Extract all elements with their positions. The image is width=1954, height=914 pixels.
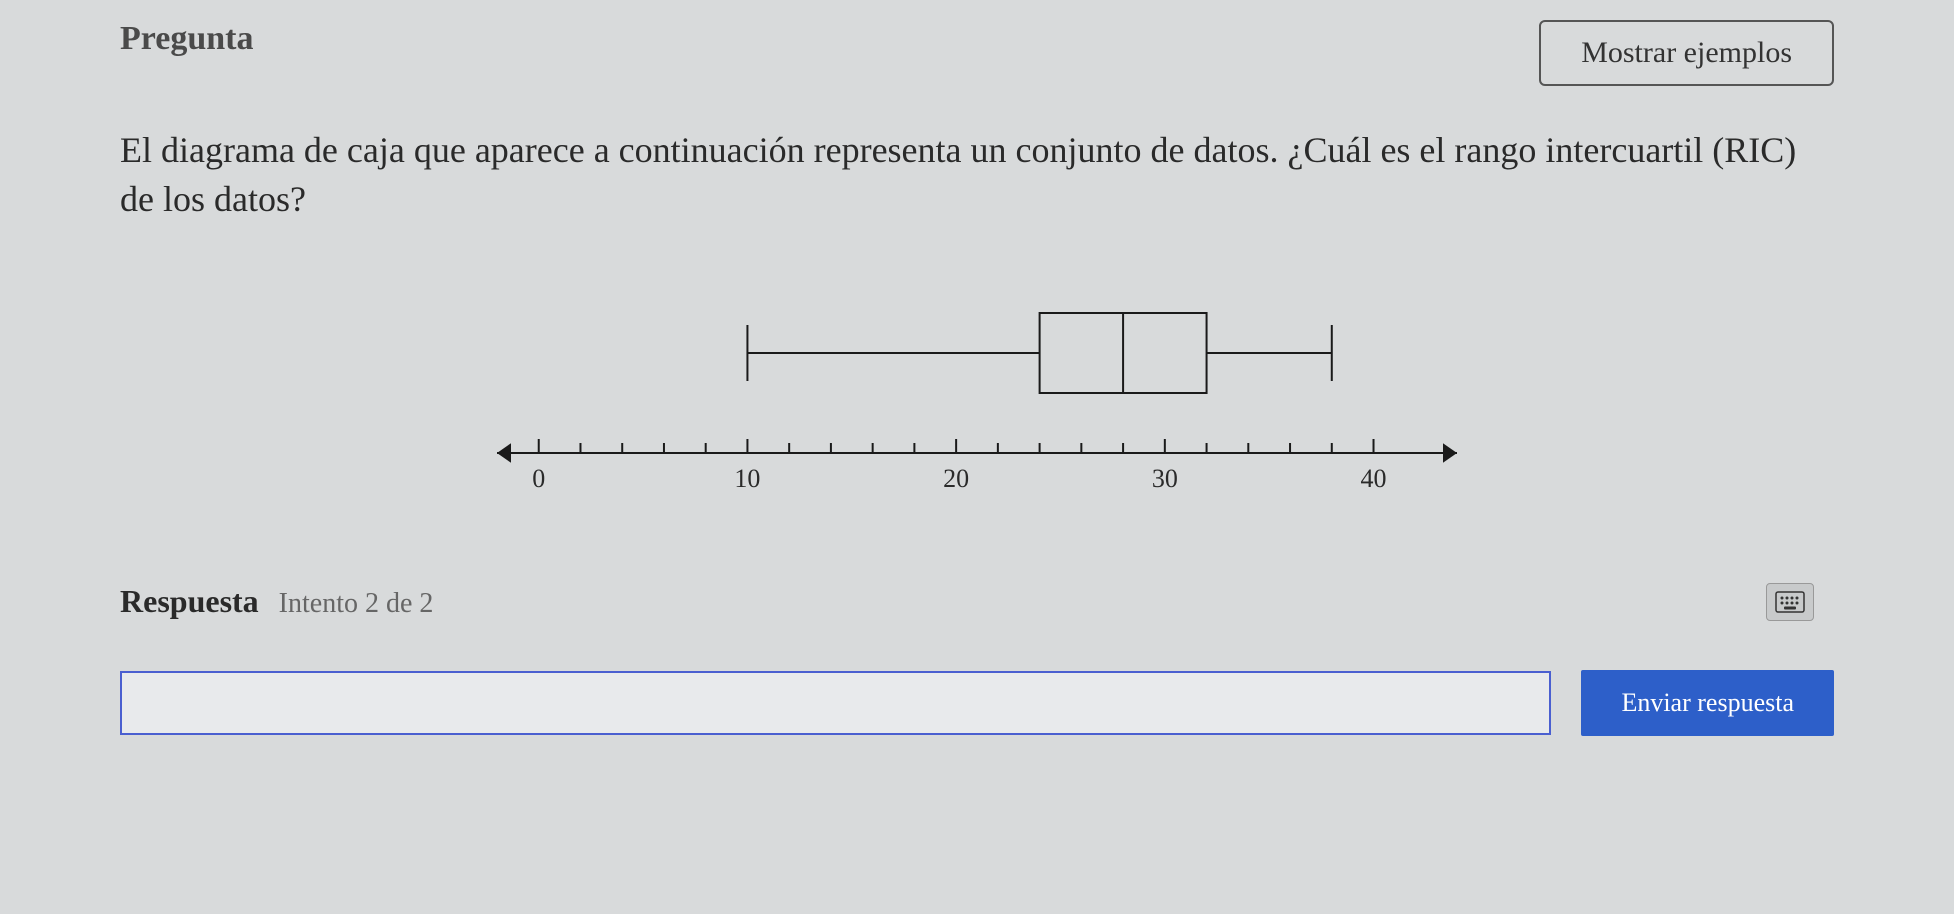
svg-text:20: 20 <box>943 464 969 493</box>
keypad-icon[interactable] <box>1766 583 1814 621</box>
svg-text:40: 40 <box>1361 464 1387 493</box>
svg-text:0: 0 <box>532 464 545 493</box>
show-examples-button[interactable]: Mostrar ejemplos <box>1539 20 1834 86</box>
answer-heading: Respuesta <box>120 583 259 620</box>
question-heading: Pregunta <box>120 20 253 58</box>
svg-text:10: 10 <box>734 464 760 493</box>
svg-text:30: 30 <box>1152 464 1178 493</box>
attempt-counter: Intento 2 de 2 <box>279 588 434 620</box>
boxplot-chart: 0 10 20 30 40 <box>120 263 1834 523</box>
question-text: El diagrama de caja que aparece a contin… <box>120 126 1834 223</box>
answer-input[interactable] <box>120 671 1551 735</box>
submit-answer-button[interactable]: Enviar respuesta <box>1581 670 1834 736</box>
